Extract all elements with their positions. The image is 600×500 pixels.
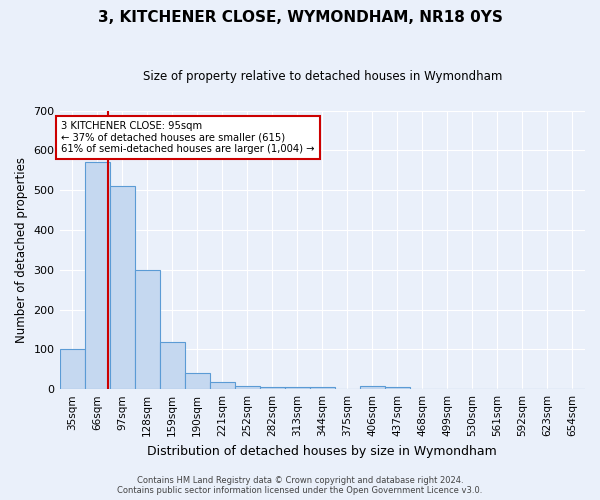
Y-axis label: Number of detached properties: Number of detached properties <box>15 157 28 343</box>
Text: Contains HM Land Registry data © Crown copyright and database right 2024.
Contai: Contains HM Land Registry data © Crown c… <box>118 476 482 495</box>
Bar <box>85 162 110 389</box>
Bar <box>385 387 410 389</box>
Bar <box>185 374 209 389</box>
Bar <box>235 386 260 389</box>
Bar <box>310 387 335 389</box>
Bar <box>260 387 285 389</box>
Title: Size of property relative to detached houses in Wymondham: Size of property relative to detached ho… <box>143 70 502 83</box>
Bar <box>134 270 160 389</box>
Bar <box>160 342 185 389</box>
Bar <box>285 387 310 389</box>
Text: 3, KITCHENER CLOSE, WYMONDHAM, NR18 0YS: 3, KITCHENER CLOSE, WYMONDHAM, NR18 0YS <box>98 10 502 25</box>
Bar <box>59 350 85 389</box>
X-axis label: Distribution of detached houses by size in Wymondham: Distribution of detached houses by size … <box>148 444 497 458</box>
Bar <box>360 386 385 389</box>
Text: 3 KITCHENER CLOSE: 95sqm
← 37% of detached houses are smaller (615)
61% of semi-: 3 KITCHENER CLOSE: 95sqm ← 37% of detach… <box>61 120 314 154</box>
Bar <box>209 382 235 389</box>
Bar <box>110 186 134 389</box>
